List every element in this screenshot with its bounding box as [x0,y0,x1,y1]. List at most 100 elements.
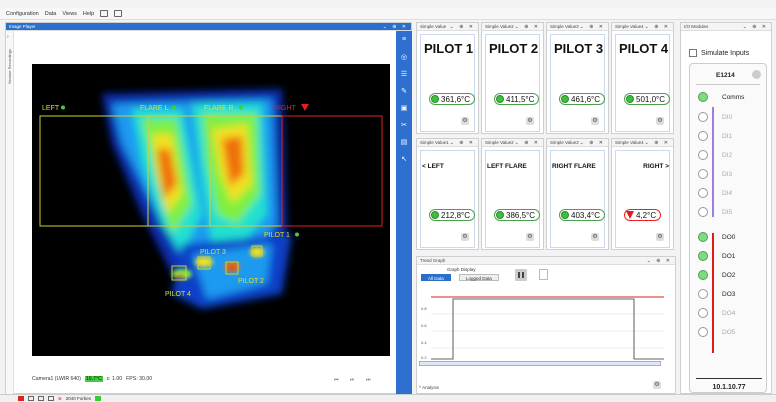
menu-bar: Configuration Data Views Help [0,8,776,20]
gear-icon[interactable]: ⚙ [461,117,469,125]
panel-controls[interactable]: ⌄ ⊕ ✕ [382,23,408,30]
menu-help[interactable]: Help [82,10,95,17]
value-pill-alarm: 4,2°C [624,209,662,221]
io-row-di2[interactable]: DI2 [698,148,732,162]
panel-controls[interactable]: ⌄ ⊕ ✕ [644,139,670,146]
save-icon[interactable]: ▤ [400,138,408,146]
io-row-do4[interactable]: DO4 [698,306,735,320]
io-row-do5[interactable]: DO5 [698,325,735,339]
window-icon[interactable] [28,396,34,401]
copy-icon[interactable] [100,10,109,17]
panel-controls[interactable]: ⌄ ⊕ ✕ [449,23,475,30]
io-row-di0[interactable]: DI0 [698,110,732,124]
panel-controls[interactable]: ⌄ ⊕ ✕ [644,23,670,30]
io-row-di1[interactable]: DI1 [698,129,732,143]
expand-arrow-icon[interactable]: › [7,34,9,40]
value-title: PILOT 4 [619,41,669,56]
panel-controls[interactable]: ⌄ ⊕ ✕ [514,23,540,30]
io-label: DO2 [722,271,736,279]
io-label: DI1 [722,132,733,140]
rewind-icon[interactable]: ⏮ [334,377,339,383]
led-icon [698,112,708,122]
gear-icon[interactable]: ⚙ [591,117,599,125]
step-icon[interactable]: ⏯ [350,377,355,383]
gear-icon[interactable]: ⚙ [656,117,664,125]
trend-chart[interactable]: 0.8 0.6 0.4 0.2 15:51:400 15:51:500 15:5… [419,287,669,367]
value-pill: 361,6°C [429,93,475,105]
io-label: DO5 [722,328,736,336]
io-row-comms: Comms [698,90,744,104]
camera-icon[interactable] [38,396,44,401]
io-row-do3[interactable]: DO3 [698,287,735,301]
alarm-triangle-icon [626,211,634,219]
panel-controls[interactable]: ⌄ ⊕ ✕ [579,23,605,30]
value-reading: 461,6°C [571,94,600,104]
panel-controls[interactable]: ⌄ ⊕ ✕ [646,257,672,264]
io-row-di4[interactable]: DI4 [698,186,732,200]
panel-controls[interactable]: ⌄ ⊕ ✕ [449,139,475,146]
brush-icon[interactable]: ✎ [401,87,407,95]
pause-button[interactable] [515,269,527,281]
y-tick: 0.6 [421,323,427,328]
menu-data[interactable]: Data [44,10,57,17]
led-icon [698,251,708,261]
all-data-button[interactable]: All Data [421,274,451,281]
io-row-do2[interactable]: DO2 [698,268,735,282]
di-bar [712,107,714,217]
value-title: PILOT 1 [424,41,474,56]
ok-icon [561,95,569,103]
io-row-di3[interactable]: DI3 [698,167,732,181]
gear-icon[interactable]: ⚙ [526,117,534,125]
ok-icon [496,211,504,219]
simple-value-panel: Simple Value4 ⌄ ⊕ ✕ PILOT 4 501,0°C ⚙ [611,22,674,134]
browse-recordings-sidebar[interactable]: › Browse Recordings [6,31,14,394]
remove-module-icon[interactable] [752,70,761,79]
target-icon[interactable]: ◎ [400,53,408,61]
panel-controls[interactable]: ⌄ ⊕ ✕ [514,139,540,146]
panel-controls[interactable]: ⌄ ⊕ ✕ [579,139,605,146]
gear-icon[interactable]: ⚙ [461,233,469,241]
io-row-di5[interactable]: DI5 [698,205,732,219]
panel-controls[interactable]: ⌄ ⊕ ✕ [742,23,768,30]
overlay-pilot2: PILOT 2 [238,278,264,285]
y-tick: 0.4 [421,340,427,345]
tools-icon[interactable]: ✂ [401,121,407,129]
simulate-checkbox[interactable] [689,49,697,57]
simulate-inputs[interactable]: Simulate Inputs [689,49,749,57]
thermal-image[interactable]: LEFT FLARE L FLARE R RIGHT PILOT 1 PILOT… [32,64,390,356]
gear-icon[interactable]: ⚙ [591,233,599,241]
trend-header: Trend Graph [420,258,446,263]
ok-icon [496,95,504,103]
ok-icon [626,95,634,103]
led-icon [698,92,708,102]
gear-icon[interactable]: ⚙ [653,381,661,389]
menu-views[interactable]: Views [62,10,77,17]
logged-data-button[interactable]: Logged Data [459,274,499,281]
screen-icon[interactable] [114,10,123,17]
led-icon [698,270,708,280]
gear-icon[interactable]: ⚙ [526,233,534,241]
menu-icon[interactable]: ≡ [401,36,407,43]
value-reading: 212,8°C [441,210,470,220]
record-icon[interactable] [18,396,24,401]
crop-icon[interactable]: ▣ [400,104,408,112]
value-title: PILOT 2 [489,41,539,56]
forward-icon[interactable]: ⏭ [366,377,371,383]
fps: FPS: 30.00 [126,376,153,382]
pointer-icon[interactable]: ↖ [401,155,407,163]
stop-icon[interactable] [48,396,54,401]
menu-configuration[interactable]: Configuration [6,10,39,17]
io-row-do0[interactable]: DO0 [698,230,735,244]
time-scrollbar[interactable] [419,361,661,366]
simple-value-panel: Simple Value4 ⌄ ⊕ ✕ RIGHT > 4,2°C ⚙ [611,138,674,250]
panel-header: Simple Value1 [420,140,449,145]
export-icon[interactable] [539,269,548,280]
io-row-do1[interactable]: DO1 [698,249,735,263]
value-reading: 386,5°C [506,210,535,220]
list-icon[interactable]: ☰ [400,70,408,78]
io-header: I/O Modules [684,24,709,29]
do-bar [712,233,714,353]
taskbar-item[interactable]: 2040 Forbes [65,396,92,401]
gear-icon[interactable]: ⚙ [656,233,664,241]
analysis-toggle[interactable]: ^ Analysis [419,385,439,390]
